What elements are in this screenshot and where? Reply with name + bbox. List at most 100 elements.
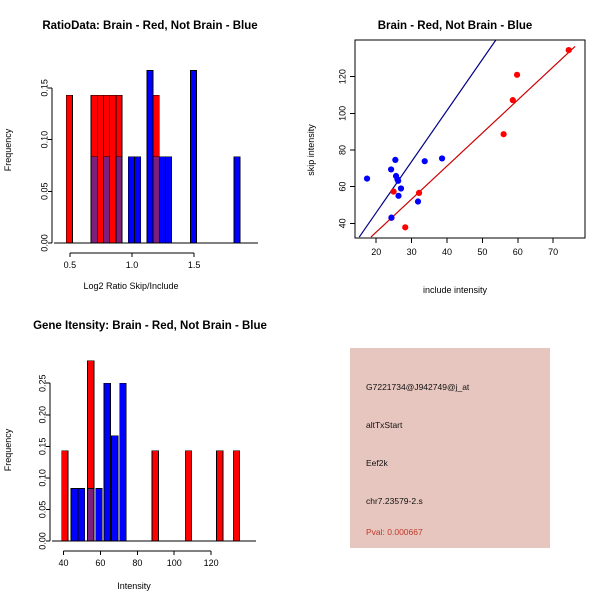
x-axis-tick-label: 1.0 (126, 260, 139, 270)
y-axis-tick-label: 0.10 (39, 131, 49, 149)
panel-gene-intensity-histogram: Gene Itensity: Brain - Red, Not Brain - … (0, 300, 300, 600)
x-axis-tick-label: 40 (442, 247, 452, 257)
scatter-point-brain (500, 131, 507, 138)
y-axis-tick-label: 40 (337, 218, 347, 228)
histogram-bar-overlap (115, 156, 123, 244)
x-axis-tick-label: 50 (477, 247, 487, 257)
scatter-point-not-brain (388, 214, 395, 221)
scatter-point-not-brain (421, 158, 428, 165)
histogram-bar-not-brain (77, 488, 86, 542)
histogram-bar-overlap (90, 156, 98, 244)
histogram-bar-not-brain (158, 156, 166, 244)
y-axis-tick-label: 0.05 (39, 183, 49, 201)
histogram-bar-brain (232, 450, 241, 542)
ratio-histogram-ylabel: Frequency (3, 128, 13, 171)
scatter-point-not-brain (392, 156, 399, 163)
intensity-scatter-title: Brain - Red, Not Brain - Blue (378, 20, 533, 32)
intensity-scatter-fit-lines (358, 40, 576, 238)
histogram-bar-not-brain (103, 382, 111, 542)
histogram-bar-not-brain (189, 70, 198, 244)
y-axis-tick-label: 0.10 (37, 469, 47, 487)
intensity-scatter-ylabel: skip intensity (306, 124, 316, 176)
gene-histogram-axes: 0.00 0.05 0.10 0.15 0.20 0.25 40 60 80 100 120 (37, 374, 256, 568)
histogram-bar-brain (103, 94, 111, 158)
ratio-histogram-xlabel: Log2 Ratio Skip/Include (83, 281, 178, 291)
ratio-histogram-bars (65, 70, 241, 244)
histogram-bar-overlap (103, 156, 111, 244)
x-axis-tick-label: 120 (204, 558, 219, 568)
scatter-point-brain (415, 189, 423, 196)
histogram-bar-overlap (152, 156, 160, 244)
histogram-bar-not-brain (165, 156, 173, 244)
scatter-point-not-brain (395, 177, 402, 184)
scatter-point-brain (390, 188, 397, 195)
panel-gene-info: G7221734@J942749@j_at altTxStart Eef2k c… (300, 300, 600, 600)
scatter-point-brain (402, 224, 409, 231)
gene-histogram-title: Gene Itensity: Brain - Red, Not Brain - … (33, 320, 267, 332)
y-axis-tick-label: 0.00 (37, 532, 47, 550)
histogram-bar-brain (152, 94, 160, 158)
x-axis-tick-label: 70 (548, 247, 558, 257)
scatter-point-not-brain (395, 192, 402, 199)
ratio-histogram-axes: 0.00 0.05 0.10 0.15 0.5 1.0 1.5 (39, 79, 258, 270)
intensity-scatter-xlabel: include intensity (423, 285, 488, 295)
x-axis-tick-label: 60 (95, 558, 105, 568)
intensity-scatter-axes: 20 30 40 50 60 70 40 60 80 100 120 (337, 39, 586, 257)
histogram-bar-brain (216, 450, 224, 542)
scatter-plot-frame (354, 39, 586, 239)
ratio-histogram-title: RatioData: Brain - Red, Not Brain - Blue (42, 20, 257, 32)
x-axis-tick-label: 20 (371, 247, 381, 257)
histogram-bar-brain (90, 94, 98, 158)
x-axis-tick-label: 60 (513, 247, 523, 257)
histogram-bar-overlap (87, 488, 95, 542)
histogram-bar-not-brain (111, 435, 119, 542)
histogram-bar-not-brain (70, 488, 78, 542)
panel-ratio-histogram: RatioData: Brain - Red, Not Brain - Blue… (0, 0, 300, 300)
histogram-bar-not-brain (119, 382, 127, 542)
x-axis-tick-label: 80 (132, 558, 142, 568)
y-axis-tick-label: 100 (337, 106, 347, 121)
histogram-bar-not-brain (134, 156, 142, 244)
gene-info-pval: Pval: 0.000667 (366, 527, 423, 537)
histogram-bar-not-brain (146, 70, 154, 244)
gene-info-box: G7221734@J942749@j_at altTxStart Eef2k c… (350, 348, 550, 548)
gene-info-locus: chr7.23579-2.s (366, 496, 423, 506)
x-axis-tick-label: 1.5 (188, 260, 201, 270)
x-axis-tick-label: 0.5 (64, 260, 77, 270)
histogram-bar-brain (109, 94, 117, 244)
ratio-histogram-svg: RatioData: Brain - Red, Not Brain - Blue… (3, 20, 258, 291)
histogram-bar-brain (115, 94, 123, 158)
gene-histogram-xlabel: Intensity (117, 581, 151, 591)
y-axis-tick-label: 80 (337, 145, 347, 155)
gene-histogram-svg: Gene Itensity: Brain - Red, Not Brain - … (3, 320, 267, 591)
histogram-bar-brain (184, 450, 193, 542)
histogram-bar-brain (65, 94, 73, 244)
histogram-bar-not-brain (233, 156, 241, 244)
scatter-point-not-brain (438, 155, 446, 162)
intensity-scatter-points (363, 46, 572, 231)
y-axis-tick-label: 0.05 (37, 501, 47, 519)
scatter-point-brain (565, 46, 572, 54)
histogram-bar-not-brain (95, 488, 103, 542)
gene-info-probe-id: G7221734@J942749@j_at (366, 382, 470, 392)
y-axis-tick-label: 0.15 (39, 79, 49, 97)
histogram-bar-brain (96, 94, 104, 244)
scatter-point-brain (509, 97, 516, 104)
histogram-bar-brain (87, 360, 95, 489)
scatter-fit-line-not-brain (358, 40, 497, 238)
gene-histogram-ylabel: Frequency (3, 428, 13, 471)
scatter-point-brain (513, 71, 521, 78)
y-axis-tick-label: 120 (337, 69, 347, 84)
histogram-bar-not-brain (127, 156, 135, 244)
y-axis-tick-label: 60 (337, 182, 347, 192)
scatter-point-not-brain (363, 175, 371, 182)
scatter-point-not-brain (397, 185, 405, 192)
panel-intensity-scatter: Brain - Red, Not Brain - Blue include in… (300, 0, 600, 300)
histogram-bar-brain (151, 450, 159, 542)
gene-info-event-type: altTxStart (366, 420, 403, 430)
scatter-point-not-brain (414, 198, 422, 205)
scatter-point-not-brain (387, 166, 395, 173)
y-axis-tick-label: 0.15 (37, 438, 47, 456)
gene-info-gene-symbol: Eef2k (366, 458, 388, 468)
